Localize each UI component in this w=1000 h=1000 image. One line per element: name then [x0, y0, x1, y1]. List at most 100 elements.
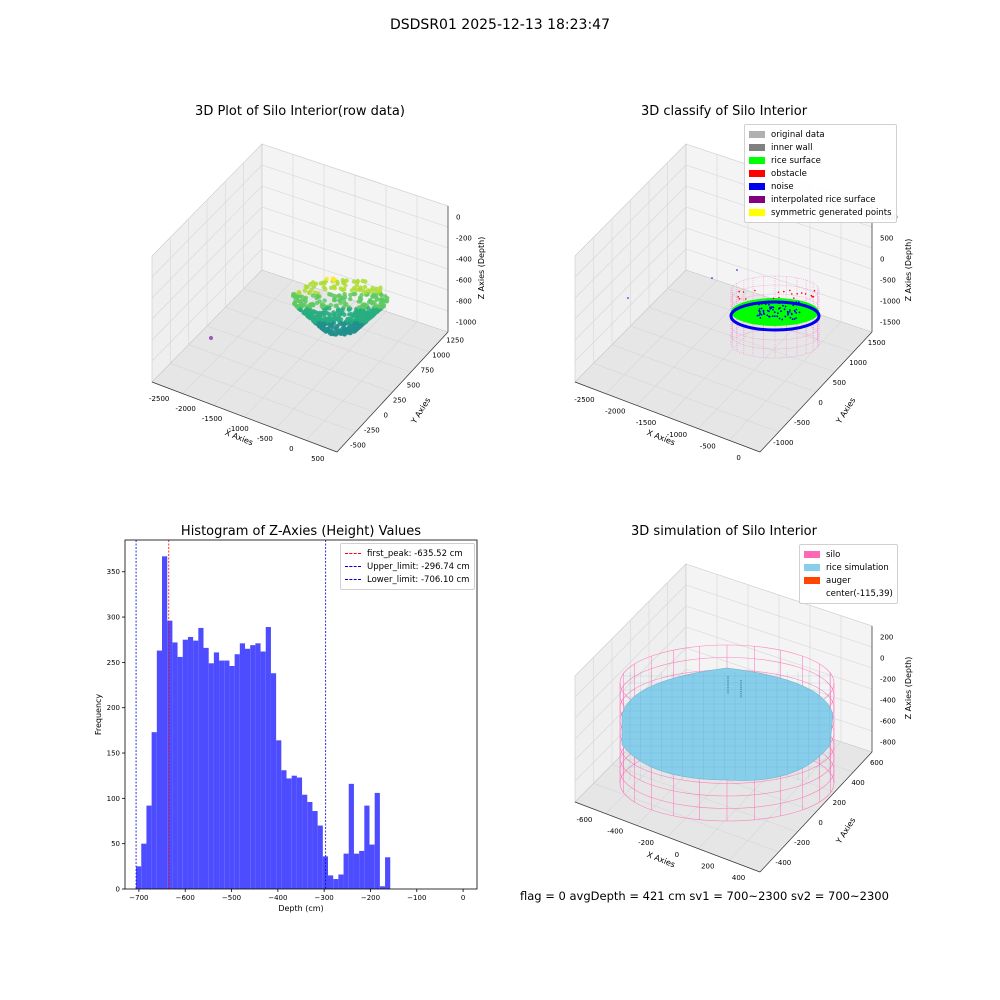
data-point — [359, 292, 364, 298]
histogram-bar — [265, 627, 271, 889]
histogram-bar — [245, 648, 251, 889]
noise-point — [781, 318, 784, 321]
obstacle-point — [772, 297, 775, 300]
data-point — [293, 293, 298, 298]
noise-point — [756, 314, 759, 317]
data-point — [324, 318, 329, 323]
y-tick-label: 0 — [818, 819, 822, 827]
histogram-bars — [136, 556, 391, 889]
data-point — [293, 297, 298, 302]
noise-point — [760, 313, 763, 316]
y-tick-label: 1500 — [868, 339, 886, 347]
x-tick-label: 400 — [732, 874, 745, 882]
data-point — [383, 298, 389, 304]
data-point — [347, 325, 352, 331]
histogram-bar — [229, 666, 235, 889]
noise-point — [769, 306, 771, 309]
legend-entry: rice surface — [749, 154, 892, 167]
z-tick-label: -1000 — [456, 319, 476, 327]
data-point — [302, 288, 308, 293]
histogram-bar — [260, 651, 266, 889]
data-point — [341, 327, 346, 332]
y-axis-line — [336, 331, 449, 453]
grid-line — [574, 584, 687, 698]
obstacle-point — [804, 293, 807, 295]
data-point — [355, 280, 360, 285]
x-tick-label: -500 — [257, 435, 273, 443]
data-point — [327, 306, 332, 311]
data-point — [323, 286, 328, 292]
histogram-bar — [250, 645, 256, 889]
histogram-bar — [333, 879, 339, 889]
noise-point — [758, 308, 761, 310]
data-point — [313, 319, 318, 325]
data-point — [310, 293, 316, 298]
obstacle-point — [742, 291, 745, 293]
noise-point — [762, 311, 765, 313]
legend-entry: interpolated rice surface — [749, 193, 892, 206]
data-point — [296, 290, 302, 295]
x-axis-line — [574, 801, 761, 873]
data-point — [348, 296, 353, 302]
panel3-title: 3D simulation of Silo Interior — [631, 524, 817, 539]
data-point — [300, 294, 305, 300]
obstacle-point — [810, 294, 813, 297]
data-point — [317, 313, 322, 319]
histogram-bar — [374, 792, 380, 889]
legend-line-sample — [345, 579, 361, 580]
data-point — [366, 306, 371, 311]
noise-point — [789, 316, 792, 319]
x-tick-label: 0 — [289, 445, 293, 453]
y-tick-label: 400 — [851, 779, 864, 787]
data-point — [353, 287, 359, 293]
silo-ring — [730, 329, 820, 359]
z-tick-label: -200 — [456, 235, 472, 243]
legend-swatch — [749, 209, 765, 216]
y-axis-label: Y Axies — [834, 816, 858, 846]
data-point — [380, 303, 385, 308]
legend-label: silo — [826, 549, 841, 560]
noise-point — [772, 308, 774, 311]
histogram-bar — [198, 627, 204, 889]
legend-swatch — [749, 196, 765, 203]
y-tick-label: 750 — [421, 367, 434, 375]
legend-swatch — [749, 170, 765, 177]
noise-point — [768, 315, 771, 318]
noise-point — [758, 314, 760, 316]
y-tick-label: 200 — [833, 799, 846, 807]
noise-point — [777, 312, 779, 314]
data-point — [336, 307, 341, 312]
histogram-bar — [234, 654, 240, 889]
y-tick-label: 1000 — [849, 359, 867, 367]
data-point — [342, 300, 347, 305]
y-tick-label: 1250 — [446, 337, 464, 345]
noise-point — [758, 301, 760, 304]
data-point — [308, 282, 313, 287]
data-point — [333, 331, 338, 336]
histogram-bar — [286, 778, 292, 889]
legend-label: auger — [826, 575, 851, 586]
noise-point — [783, 308, 786, 311]
legend-entry: inner wall — [749, 141, 892, 154]
z-tick-label: -200 — [880, 676, 896, 684]
data-point — [370, 313, 375, 318]
noise-point — [778, 302, 780, 305]
y-tick-label: 500 — [833, 379, 846, 387]
y-tick-label: -200 — [794, 839, 810, 847]
z-tick-label: 0 — [880, 256, 884, 264]
noise-point — [766, 309, 769, 312]
histogram-bar — [359, 850, 365, 889]
data-point — [331, 284, 337, 289]
histogram-bar — [219, 660, 225, 889]
data-point — [347, 312, 352, 317]
x-tick-label: -200 — [638, 839, 654, 847]
histogram-bar — [348, 783, 354, 889]
data-point — [338, 300, 343, 306]
legend-swatch — [804, 577, 820, 584]
legend-label: rice surface — [771, 155, 821, 166]
x-tick-label: −700 — [129, 894, 148, 902]
data-point — [335, 294, 341, 299]
legend-label: original data — [771, 129, 825, 140]
